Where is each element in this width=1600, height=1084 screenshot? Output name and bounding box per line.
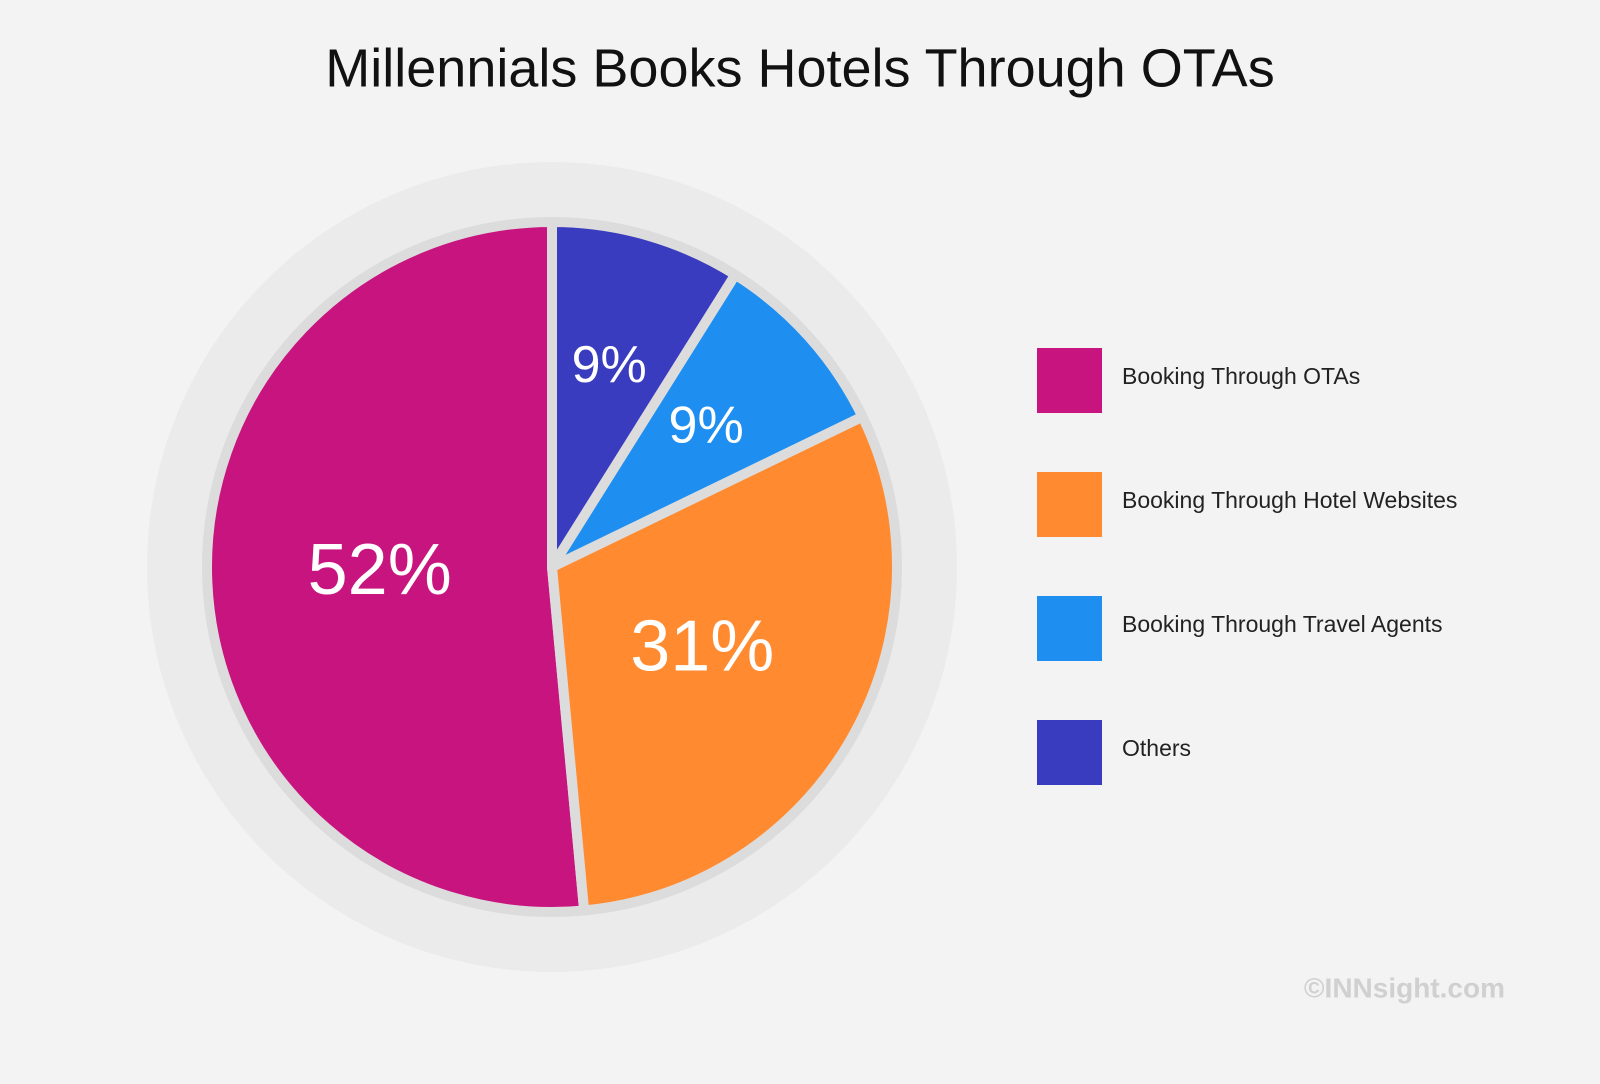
legend-swatch — [1037, 596, 1102, 661]
slice-label: 52% — [308, 530, 452, 610]
pie-slice — [547, 217, 741, 572]
legend-label: Booking Through OTAs — [1122, 363, 1360, 389]
legend-label: Others — [1122, 735, 1191, 761]
legend-swatch — [1037, 348, 1102, 413]
pie-slice — [547, 269, 868, 572]
pie-slice — [202, 217, 590, 917]
legend-label: Booking Through Travel Agents — [1122, 611, 1443, 637]
slice-label: 9% — [669, 397, 744, 455]
slice-label: 31% — [630, 607, 774, 687]
source-watermark: ©INNsight.com — [1304, 972, 1505, 1003]
slice-label: 9% — [572, 336, 647, 394]
chart-title: Millennials Books Hotels Through OTAs — [325, 38, 1274, 98]
legend-swatch — [1037, 720, 1102, 785]
pie-slice — [547, 411, 902, 916]
legend-label: Booking Through Hotel Websites — [1122, 487, 1457, 513]
legend-swatch — [1037, 472, 1102, 537]
